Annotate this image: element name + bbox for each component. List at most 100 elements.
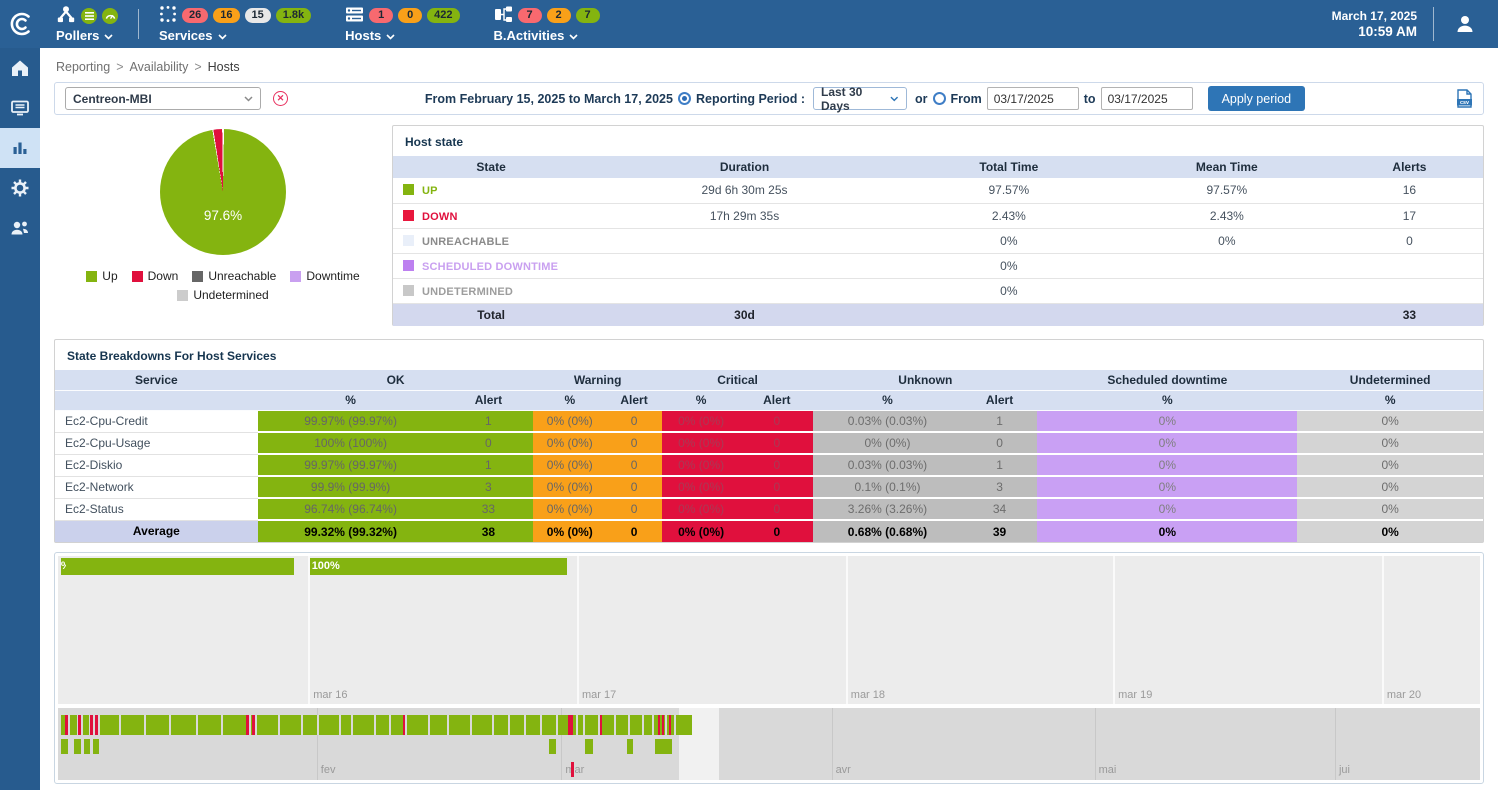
availability-bar-label: 100% (311, 560, 340, 572)
navigator-secondary-block (92, 739, 99, 754)
centreon-logo[interactable] (0, 0, 42, 48)
gauge-badge-icon (102, 7, 118, 24)
hosts-label-text: Hosts (345, 27, 382, 43)
breakdown-cell-crit-pct: 0% (0%) (661, 498, 741, 521)
breakdown-cell-ok-alert: 38 (443, 520, 534, 542)
timeline-navigator[interactable]: fev mar avr mai jui (58, 708, 1480, 780)
menu-ba[interactable]: 7 2 7 B.Activities (480, 6, 614, 43)
legend-label: Unreachable (208, 269, 277, 283)
legend-item: Down (131, 269, 178, 283)
navigator-gap (491, 715, 494, 735)
period-range-text: From February 15, 2025 to March 17, 2025 (424, 91, 673, 106)
navigator-gap (427, 715, 430, 735)
sidebar-item-configuration[interactable] (0, 168, 40, 208)
breakdown-subheader: Alert (606, 390, 662, 411)
navigator-gap (92, 715, 95, 735)
chevron-down-icon (386, 28, 395, 43)
total-cell: 33 (1335, 303, 1483, 326)
services-icon (160, 6, 176, 22)
sidebar-item-monitoring[interactable] (0, 88, 40, 128)
total-cell (1117, 303, 1336, 326)
to-date-input[interactable] (1100, 87, 1193, 110)
total-cell: 30d (589, 303, 900, 326)
menu-hosts[interactable]: 1 0 422 Hosts (331, 6, 473, 43)
host-select[interactable]: Centreon-MBI (65, 87, 261, 110)
breakdown-cell-warn-alert: 0 (606, 520, 662, 542)
breakdown-cell-warn-alert: 0 (606, 432, 662, 455)
sidebar-item-administration[interactable] (0, 208, 40, 248)
breakdown-cell-sched-pct: 0% (1037, 520, 1298, 542)
apply-period-button[interactable]: Apply period (1207, 86, 1306, 111)
custom-period-radio[interactable] (932, 92, 946, 105)
hosts-icon (346, 7, 364, 21)
navigator-down-tick (661, 715, 665, 735)
host-state-title: Host state (405, 135, 464, 149)
breakdown-cell-warn-alert: 0 (606, 410, 662, 433)
hosts-count-badge: 1 (369, 8, 394, 23)
alerts-cell (1335, 253, 1483, 279)
menu-services[interactable]: 26 16 15 1.8k Services (145, 6, 325, 43)
breakdown-group-header: Scheduled downtime (1037, 370, 1298, 391)
hosts-count-badge: 0 (398, 8, 423, 23)
sidebar-item-home[interactable] (0, 48, 40, 88)
navigator-gap (98, 715, 101, 735)
pie-legend: Up Down Unreachable Downtime Undetermined (73, 269, 373, 302)
state-cell: UP (393, 178, 590, 204)
breakdown-subheader: % (533, 390, 607, 411)
breakdown-cell-service: Average (55, 520, 258, 542)
availability-pie-chart[interactable]: 97.6% (160, 129, 286, 255)
export-csv-button[interactable]: csv (1442, 89, 1473, 108)
breakdown-cell-unk-pct: 0.03% (0.03%) (813, 454, 962, 477)
breakdown-cell-service: Ec2-Diskio (55, 454, 258, 477)
clear-filter-icon[interactable]: ✕ (273, 91, 288, 106)
day-label: mar 20 (1386, 689, 1422, 701)
breadcrumb-item[interactable]: Reporting (56, 60, 111, 74)
chevron-down-icon (104, 28, 113, 43)
mean-time-cell (1117, 278, 1336, 304)
hosts-menu-label: Hosts (345, 28, 459, 43)
breakdown-cell-crit-alert: 0 (740, 498, 814, 521)
gauge-icon (105, 14, 115, 19)
breakdown-row: Ec2-Cpu-Credit 99.97% (99.97%) 1 0% (0%) 0 0%… (55, 410, 1483, 433)
breakdown-cell-warn-pct: 0% (0%) (533, 498, 607, 521)
month-label: jui (1338, 764, 1350, 776)
breakdown-cell-unk-pct: 0% (0%) (813, 432, 962, 455)
breakdown-cell-warn-pct: 0% (0%) (533, 476, 607, 499)
legend-label: Up (102, 269, 118, 283)
sidebar-item-reporting[interactable] (0, 128, 40, 168)
navigator-down-tick (78, 715, 81, 735)
breakdown-cell-undet-pct: 0% (1297, 520, 1483, 542)
reporting-period-radio[interactable] (677, 92, 691, 105)
total-time-cell: 0% (899, 228, 1118, 254)
navigator-up-bar (60, 715, 693, 735)
navigator-down-tick (657, 715, 661, 735)
state-color-square (403, 209, 414, 221)
menu-pollers[interactable]: Pollers (42, 5, 132, 43)
month-label: mar (565, 764, 585, 776)
host-state-total-row: Total 30d 33 (393, 303, 1483, 326)
host-state-row: UP 29d 6h 30m 25s 97.57% 97.57% 16 (393, 178, 1483, 204)
period-select[interactable]: Last 30 Days (813, 85, 907, 113)
breakdown-cell-service: Ec2-Cpu-Credit (55, 410, 258, 433)
from-date-input[interactable] (986, 87, 1079, 110)
mean-time-cell: 97.57% (1117, 178, 1336, 204)
navigator-gap (507, 715, 510, 735)
breakdown-cell-unk-alert: 3 (961, 476, 1038, 499)
breakdown-cell-ok-pct: 99.97% (99.97%) (257, 410, 444, 433)
user-menu-button[interactable] (1433, 7, 1498, 41)
navigator-gap (169, 715, 172, 735)
hosts-count-badge: 422 (427, 8, 460, 23)
breadcrumb-item[interactable]: Availability (129, 60, 189, 74)
list-icon (84, 11, 94, 20)
mean-time-cell: 2.43% (1117, 203, 1336, 229)
availability-bar[interactable]: % (60, 558, 295, 575)
host-state-table: State Duration Total Time Mean Time Alerts U… (393, 156, 1483, 326)
availability-timeline-chart[interactable]: mar 16 mar 17 mar 18 mar 19 mar 20% 100% (58, 556, 1480, 704)
navigator-secondary-block (60, 739, 68, 754)
breadcrumb-item[interactable]: Hosts (207, 60, 240, 74)
day-label: mar 18 (850, 689, 886, 701)
availability-bar[interactable]: 100% (309, 558, 568, 575)
home-icon (12, 60, 28, 76)
breakdown-cell-crit-pct: 0% (0%) (661, 520, 741, 542)
chevron-down-icon (244, 95, 253, 102)
